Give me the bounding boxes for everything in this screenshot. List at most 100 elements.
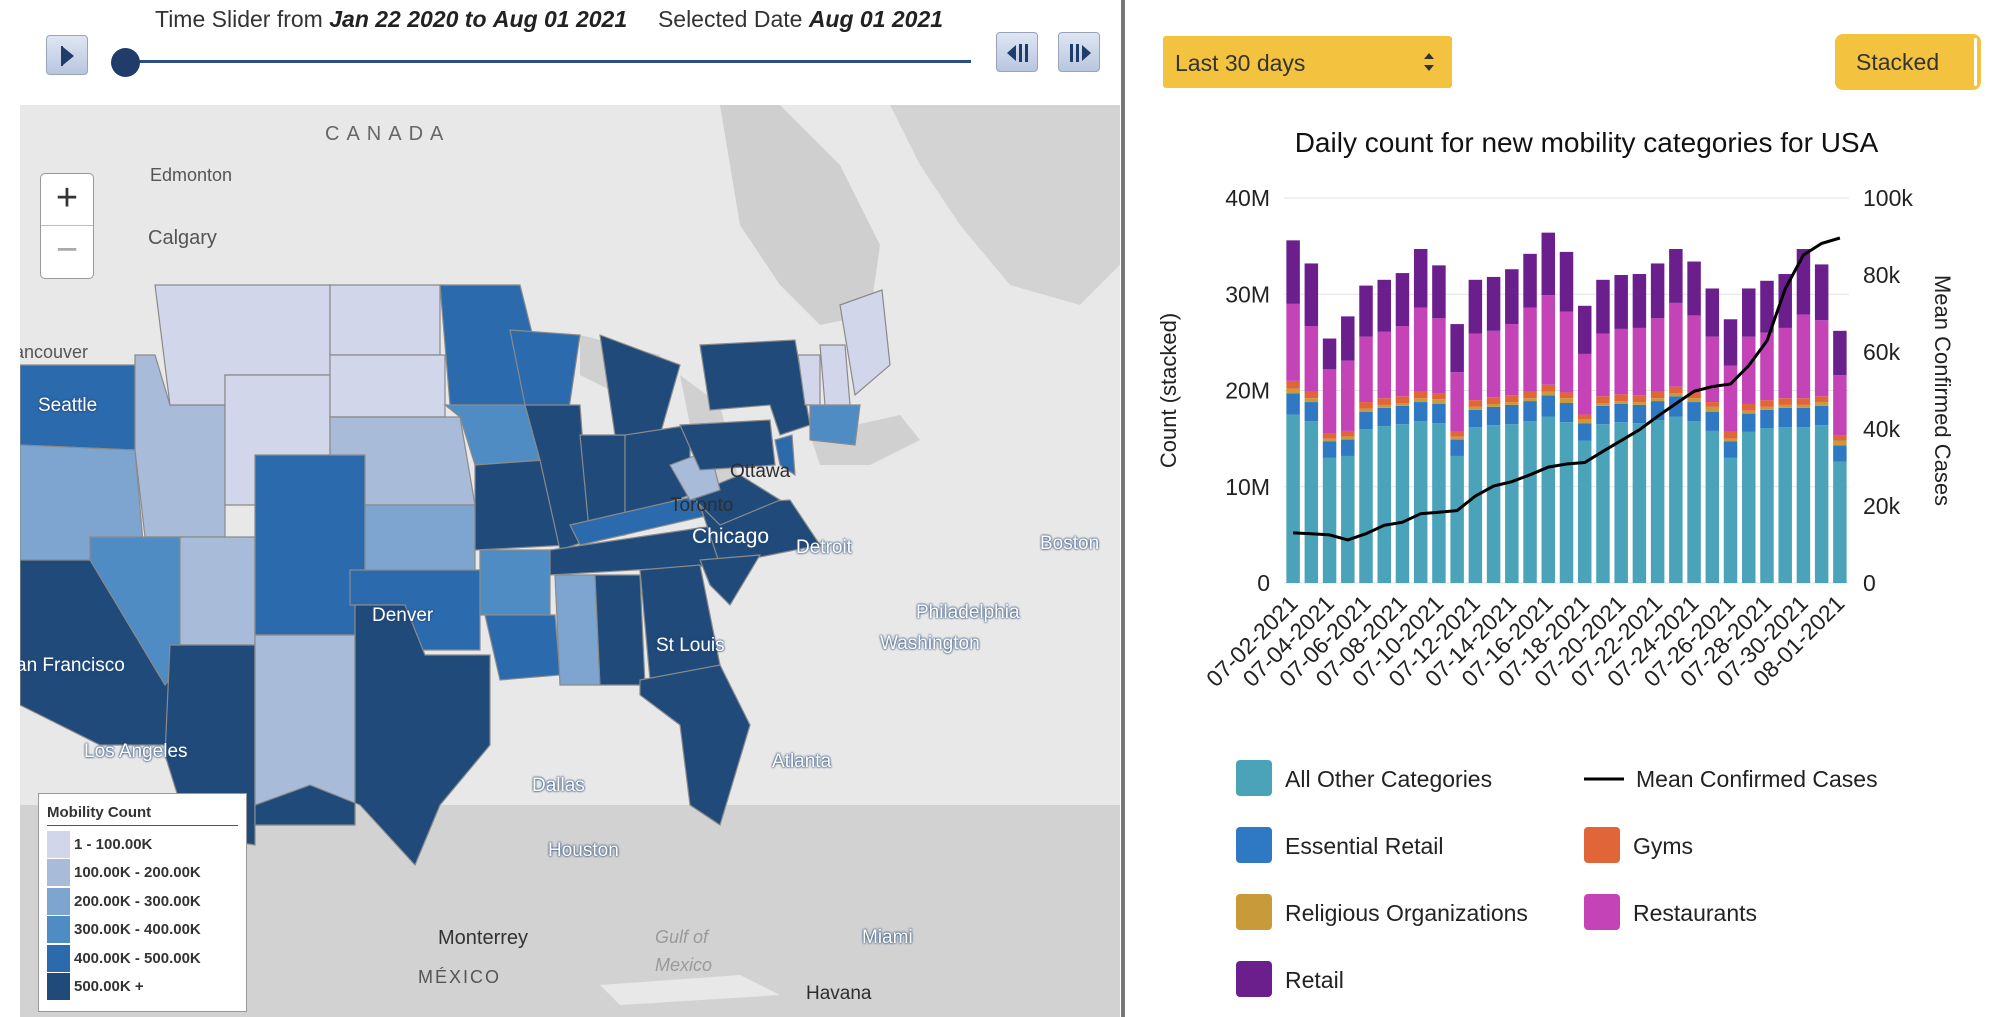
bar-segment[interactable]: [1450, 324, 1464, 373]
bar-segment[interactable]: [1322, 457, 1337, 583]
bar-segment[interactable]: [1559, 403, 1574, 423]
bar-segment[interactable]: [1377, 407, 1391, 427]
bar-segment[interactable]: [1395, 273, 1410, 327]
bar-segment[interactable]: [1322, 338, 1337, 370]
bar-segment[interactable]: [1742, 413, 1756, 432]
bar-segment[interactable]: [1486, 397, 1501, 404]
bar-segment[interactable]: [1395, 424, 1410, 583]
bar-segment[interactable]: [1468, 409, 1483, 428]
bar-segment[interactable]: [1632, 404, 1647, 424]
bar-segment[interactable]: [1304, 263, 1319, 327]
bar-segment[interactable]: [1377, 279, 1391, 332]
bar-segment[interactable]: [1395, 396, 1410, 404]
bar-segment[interactable]: [1814, 264, 1829, 321]
bar-segment[interactable]: [1796, 427, 1811, 583]
bar-segment[interactable]: [1632, 395, 1647, 403]
bar-segment[interactable]: [1814, 425, 1829, 583]
bar-segment[interactable]: [1523, 253, 1537, 308]
bar-segment[interactable]: [1742, 336, 1756, 404]
bar-segment[interactable]: [1541, 384, 1556, 392]
bar-segment[interactable]: [1341, 430, 1355, 437]
bar-segment[interactable]: [1486, 425, 1501, 583]
bar-segment[interactable]: [1341, 316, 1355, 361]
stacked-toggle-button[interactable]: Stacked: [1835, 34, 1981, 90]
bar-segment[interactable]: [1705, 402, 1720, 407]
bar-segment[interactable]: [1796, 314, 1811, 399]
bar-segment[interactable]: [1413, 249, 1428, 308]
bar-segment[interactable]: [1286, 380, 1300, 389]
bar-segment[interactable]: [1413, 402, 1428, 422]
bar-segment[interactable]: [1413, 307, 1428, 392]
bar-segment[interactable]: [1796, 407, 1811, 428]
bar-segment[interactable]: [1760, 406, 1774, 410]
bar-segment[interactable]: [1687, 315, 1701, 393]
bar-segment[interactable]: [1523, 401, 1537, 422]
bar-segment[interactable]: [1596, 405, 1610, 425]
bar-segment[interactable]: [1541, 295, 1556, 385]
bar-segment[interactable]: [1577, 423, 1592, 441]
bar-segment[interactable]: [1778, 407, 1792, 428]
bar-segment[interactable]: [1286, 388, 1300, 394]
bar-segment[interactable]: [1614, 328, 1628, 395]
bar-segment[interactable]: [1432, 403, 1446, 424]
bar-segment[interactable]: [1814, 320, 1829, 397]
bar-segment[interactable]: [1505, 269, 1519, 325]
bar-segment[interactable]: [1541, 232, 1556, 296]
bar-segment[interactable]: [1760, 428, 1774, 583]
panel-divider[interactable]: [1121, 0, 1125, 1017]
bar-segment[interactable]: [1614, 394, 1628, 402]
bar-segment[interactable]: [1505, 404, 1519, 425]
bar-segment[interactable]: [1304, 391, 1319, 399]
bar-segment[interactable]: [1304, 421, 1319, 583]
bar-segment[interactable]: [1796, 404, 1811, 408]
bar-segment[interactable]: [1742, 288, 1756, 337]
bar-segment[interactable]: [1468, 406, 1483, 410]
bar-segment[interactable]: [1377, 398, 1391, 405]
bar-segment[interactable]: [1596, 424, 1610, 583]
bar-segment[interactable]: [1705, 336, 1720, 403]
zoom-out-button[interactable]: −: [55, 229, 79, 271]
bar-segment[interactable]: [1796, 249, 1811, 315]
bar-segment[interactable]: [1723, 365, 1738, 432]
bar-segment[interactable]: [1559, 311, 1574, 393]
bar-segment[interactable]: [1322, 369, 1337, 434]
bar-segment[interactable]: [1833, 461, 1847, 583]
bar-segment[interactable]: [1632, 402, 1647, 405]
bar-segment[interactable]: [1359, 411, 1373, 429]
bar-segment[interactable]: [1596, 279, 1610, 334]
bar-segment[interactable]: [1778, 274, 1792, 328]
bar-segment[interactable]: [1760, 332, 1774, 401]
bar-segment[interactable]: [1650, 420, 1665, 583]
bar-segment[interactable]: [1723, 441, 1738, 458]
bar-segment[interactable]: [1341, 439, 1355, 456]
bar-segment[interactable]: [1286, 393, 1300, 415]
bar-segment[interactable]: [1632, 423, 1647, 583]
bar-segment[interactable]: [1723, 438, 1738, 442]
bar-segment[interactable]: [1596, 333, 1610, 397]
bar-segment[interactable]: [1614, 401, 1628, 404]
bar-segment[interactable]: [1341, 436, 1355, 440]
bar-segment[interactable]: [1742, 431, 1756, 583]
bar-segment[interactable]: [1632, 274, 1647, 328]
bar-segment[interactable]: [1359, 402, 1373, 409]
bar-segment[interactable]: [1304, 326, 1319, 392]
bar-segment[interactable]: [1450, 431, 1464, 437]
bar-segment[interactable]: [1833, 330, 1847, 376]
bar-segment[interactable]: [1650, 263, 1665, 319]
bar-segment[interactable]: [1833, 440, 1847, 446]
bar-segment[interactable]: [1505, 402, 1519, 405]
bar-segment[interactable]: [1614, 403, 1628, 423]
bar-segment[interactable]: [1359, 285, 1373, 337]
bar-segment[interactable]: [1286, 303, 1300, 381]
bar-segment[interactable]: [1413, 398, 1428, 403]
play-button[interactable]: [46, 35, 88, 75]
bar-segment[interactable]: [1523, 307, 1537, 392]
bar-segment[interactable]: [1614, 422, 1628, 583]
bar-segment[interactable]: [1596, 396, 1610, 404]
bar-segment[interactable]: [1760, 400, 1774, 407]
bar-segment[interactable]: [1450, 436, 1464, 440]
bar-segment[interactable]: [1413, 421, 1428, 583]
bar-segment[interactable]: [1468, 279, 1483, 334]
bar-segment[interactable]: [1814, 396, 1829, 403]
bar-segment[interactable]: [1559, 422, 1574, 583]
